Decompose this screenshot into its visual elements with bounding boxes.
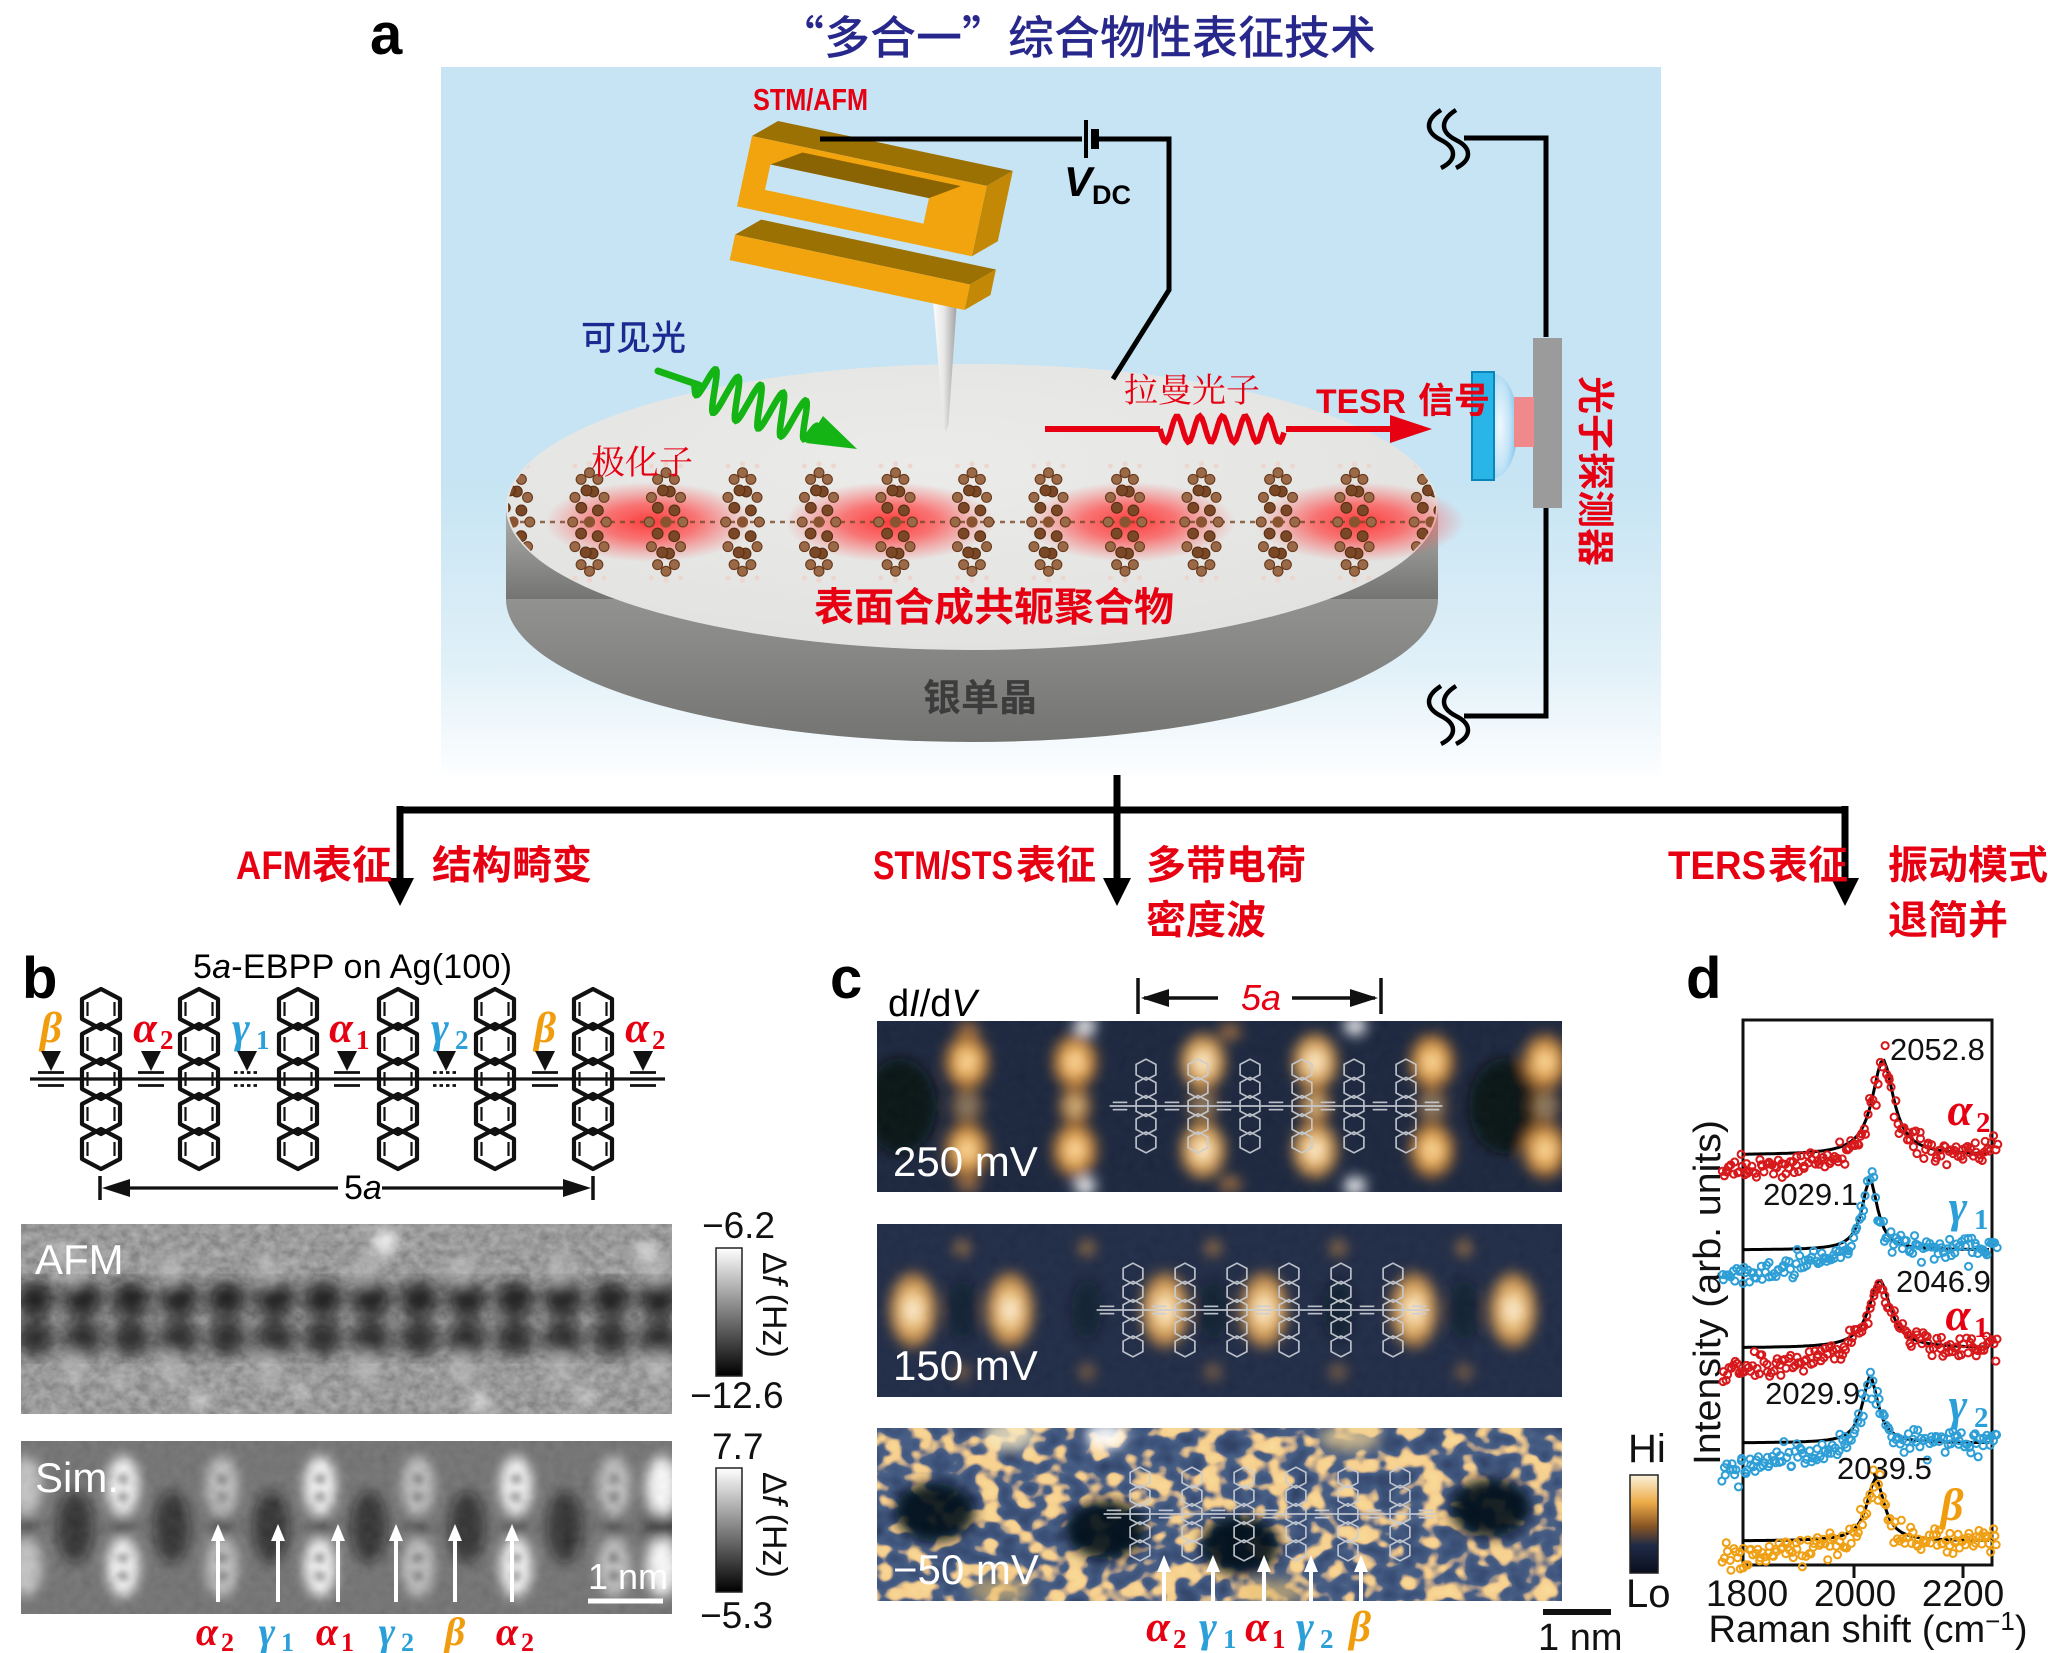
svg-text:α: α bbox=[496, 1609, 519, 1653]
svg-text:Lo: Lo bbox=[1626, 1572, 1671, 1616]
svg-text:1 nm: 1 nm bbox=[1538, 1617, 1622, 1653]
svg-text:β: β bbox=[532, 1005, 556, 1052]
svg-text:1: 1 bbox=[1223, 1624, 1237, 1653]
svg-text:2052.8: 2052.8 bbox=[1890, 1032, 1985, 1067]
svg-text:−6.2: −6.2 bbox=[702, 1205, 775, 1246]
svg-text:c: c bbox=[830, 946, 862, 1011]
svg-text:γ: γ bbox=[259, 1609, 276, 1653]
svg-text:2039.5: 2039.5 bbox=[1837, 1451, 1932, 1486]
svg-text:STM/STS: STM/STS bbox=[873, 844, 1013, 888]
svg-text:DC: DC bbox=[1092, 180, 1131, 210]
svg-text:β: β bbox=[38, 1005, 62, 1052]
svg-text:−50 mV: −50 mV bbox=[893, 1546, 1039, 1593]
svg-text:Raman shift (cm−1): Raman shift (cm−1) bbox=[1709, 1606, 2028, 1651]
svg-text:2: 2 bbox=[1976, 1107, 1991, 1139]
svg-text:Sim.: Sim. bbox=[35, 1454, 119, 1501]
svg-text:Δf (Hz): Δf (Hz) bbox=[755, 1252, 793, 1358]
svg-text:5a-EBPP on Ag(100): 5a-EBPP on Ag(100) bbox=[193, 948, 512, 986]
svg-text:α: α bbox=[329, 1005, 354, 1052]
svg-text:γ: γ bbox=[1296, 1604, 1314, 1651]
svg-text:α: α bbox=[1146, 1604, 1171, 1651]
svg-text:1: 1 bbox=[1272, 1624, 1286, 1653]
svg-text:AFM: AFM bbox=[236, 844, 312, 888]
svg-text:2: 2 bbox=[455, 1025, 469, 1055]
svg-text:2: 2 bbox=[1320, 1624, 1334, 1653]
svg-text:Hi: Hi bbox=[1628, 1427, 1666, 1471]
svg-text:Δf (Hz): Δf (Hz) bbox=[755, 1472, 793, 1578]
svg-text:β: β bbox=[1938, 1480, 1963, 1530]
svg-text:1: 1 bbox=[356, 1025, 370, 1055]
svg-text:−5.3: −5.3 bbox=[700, 1595, 773, 1636]
svg-text:2: 2 bbox=[521, 1628, 534, 1653]
svg-text:250 mV: 250 mV bbox=[893, 1138, 1038, 1185]
svg-text:2029.9: 2029.9 bbox=[1765, 1376, 1860, 1411]
svg-text:1: 1 bbox=[341, 1628, 354, 1653]
svg-text:1800: 1800 bbox=[1706, 1573, 1788, 1614]
svg-text:α: α bbox=[1946, 1290, 1972, 1340]
svg-text:1 nm: 1 nm bbox=[588, 1556, 668, 1597]
svg-text:dI/dV: dI/dV bbox=[888, 983, 980, 1025]
svg-text:2: 2 bbox=[401, 1628, 414, 1653]
svg-text:α: α bbox=[1245, 1604, 1270, 1651]
svg-text:AFM: AFM bbox=[35, 1236, 124, 1283]
svg-text:γ: γ bbox=[1949, 1380, 1968, 1430]
svg-text:γ: γ bbox=[379, 1609, 396, 1653]
svg-text:b: b bbox=[22, 946, 57, 1011]
svg-text:150 mV: 150 mV bbox=[893, 1342, 1038, 1389]
svg-text:2: 2 bbox=[1173, 1624, 1187, 1653]
svg-text:2200: 2200 bbox=[1922, 1573, 2004, 1614]
svg-text:2046.9: 2046.9 bbox=[1896, 1264, 1991, 1299]
svg-text:5a: 5a bbox=[344, 1169, 382, 1207]
svg-text:2000: 2000 bbox=[1814, 1573, 1896, 1614]
svg-text:γ: γ bbox=[1949, 1182, 1968, 1232]
svg-text:γ: γ bbox=[431, 1005, 449, 1052]
svg-text:V: V bbox=[1064, 158, 1095, 205]
svg-text:2: 2 bbox=[1974, 1402, 1989, 1434]
svg-text:α: α bbox=[196, 1609, 219, 1653]
svg-text:2: 2 bbox=[652, 1025, 666, 1055]
svg-text:−12.6: −12.6 bbox=[690, 1375, 784, 1416]
svg-text:β: β bbox=[1347, 1604, 1371, 1651]
svg-text:α: α bbox=[1948, 1085, 1974, 1135]
svg-text:1: 1 bbox=[1974, 1312, 1989, 1344]
svg-text:β: β bbox=[443, 1609, 466, 1653]
svg-text:γ: γ bbox=[232, 1005, 250, 1052]
svg-text:2: 2 bbox=[221, 1628, 234, 1653]
svg-text:α: α bbox=[133, 1005, 158, 1052]
svg-text:α: α bbox=[625, 1005, 650, 1052]
svg-text:1: 1 bbox=[281, 1628, 294, 1653]
svg-text:a: a bbox=[370, 2, 403, 67]
svg-text:2: 2 bbox=[160, 1025, 174, 1055]
svg-text:d: d bbox=[1686, 946, 1721, 1011]
svg-text:α: α bbox=[316, 1609, 339, 1653]
svg-text:TERS: TERS bbox=[1668, 844, 1766, 888]
svg-text:1: 1 bbox=[1974, 1204, 1989, 1236]
svg-text:1: 1 bbox=[256, 1025, 270, 1055]
svg-text:γ: γ bbox=[1199, 1604, 1217, 1651]
svg-text:TESR: TESR bbox=[1316, 383, 1406, 421]
svg-text:7.7: 7.7 bbox=[712, 1426, 763, 1467]
svg-text:STM/AFM: STM/AFM bbox=[753, 82, 868, 117]
svg-text:5a: 5a bbox=[1241, 977, 1281, 1018]
svg-text:2029.1: 2029.1 bbox=[1763, 1177, 1858, 1212]
